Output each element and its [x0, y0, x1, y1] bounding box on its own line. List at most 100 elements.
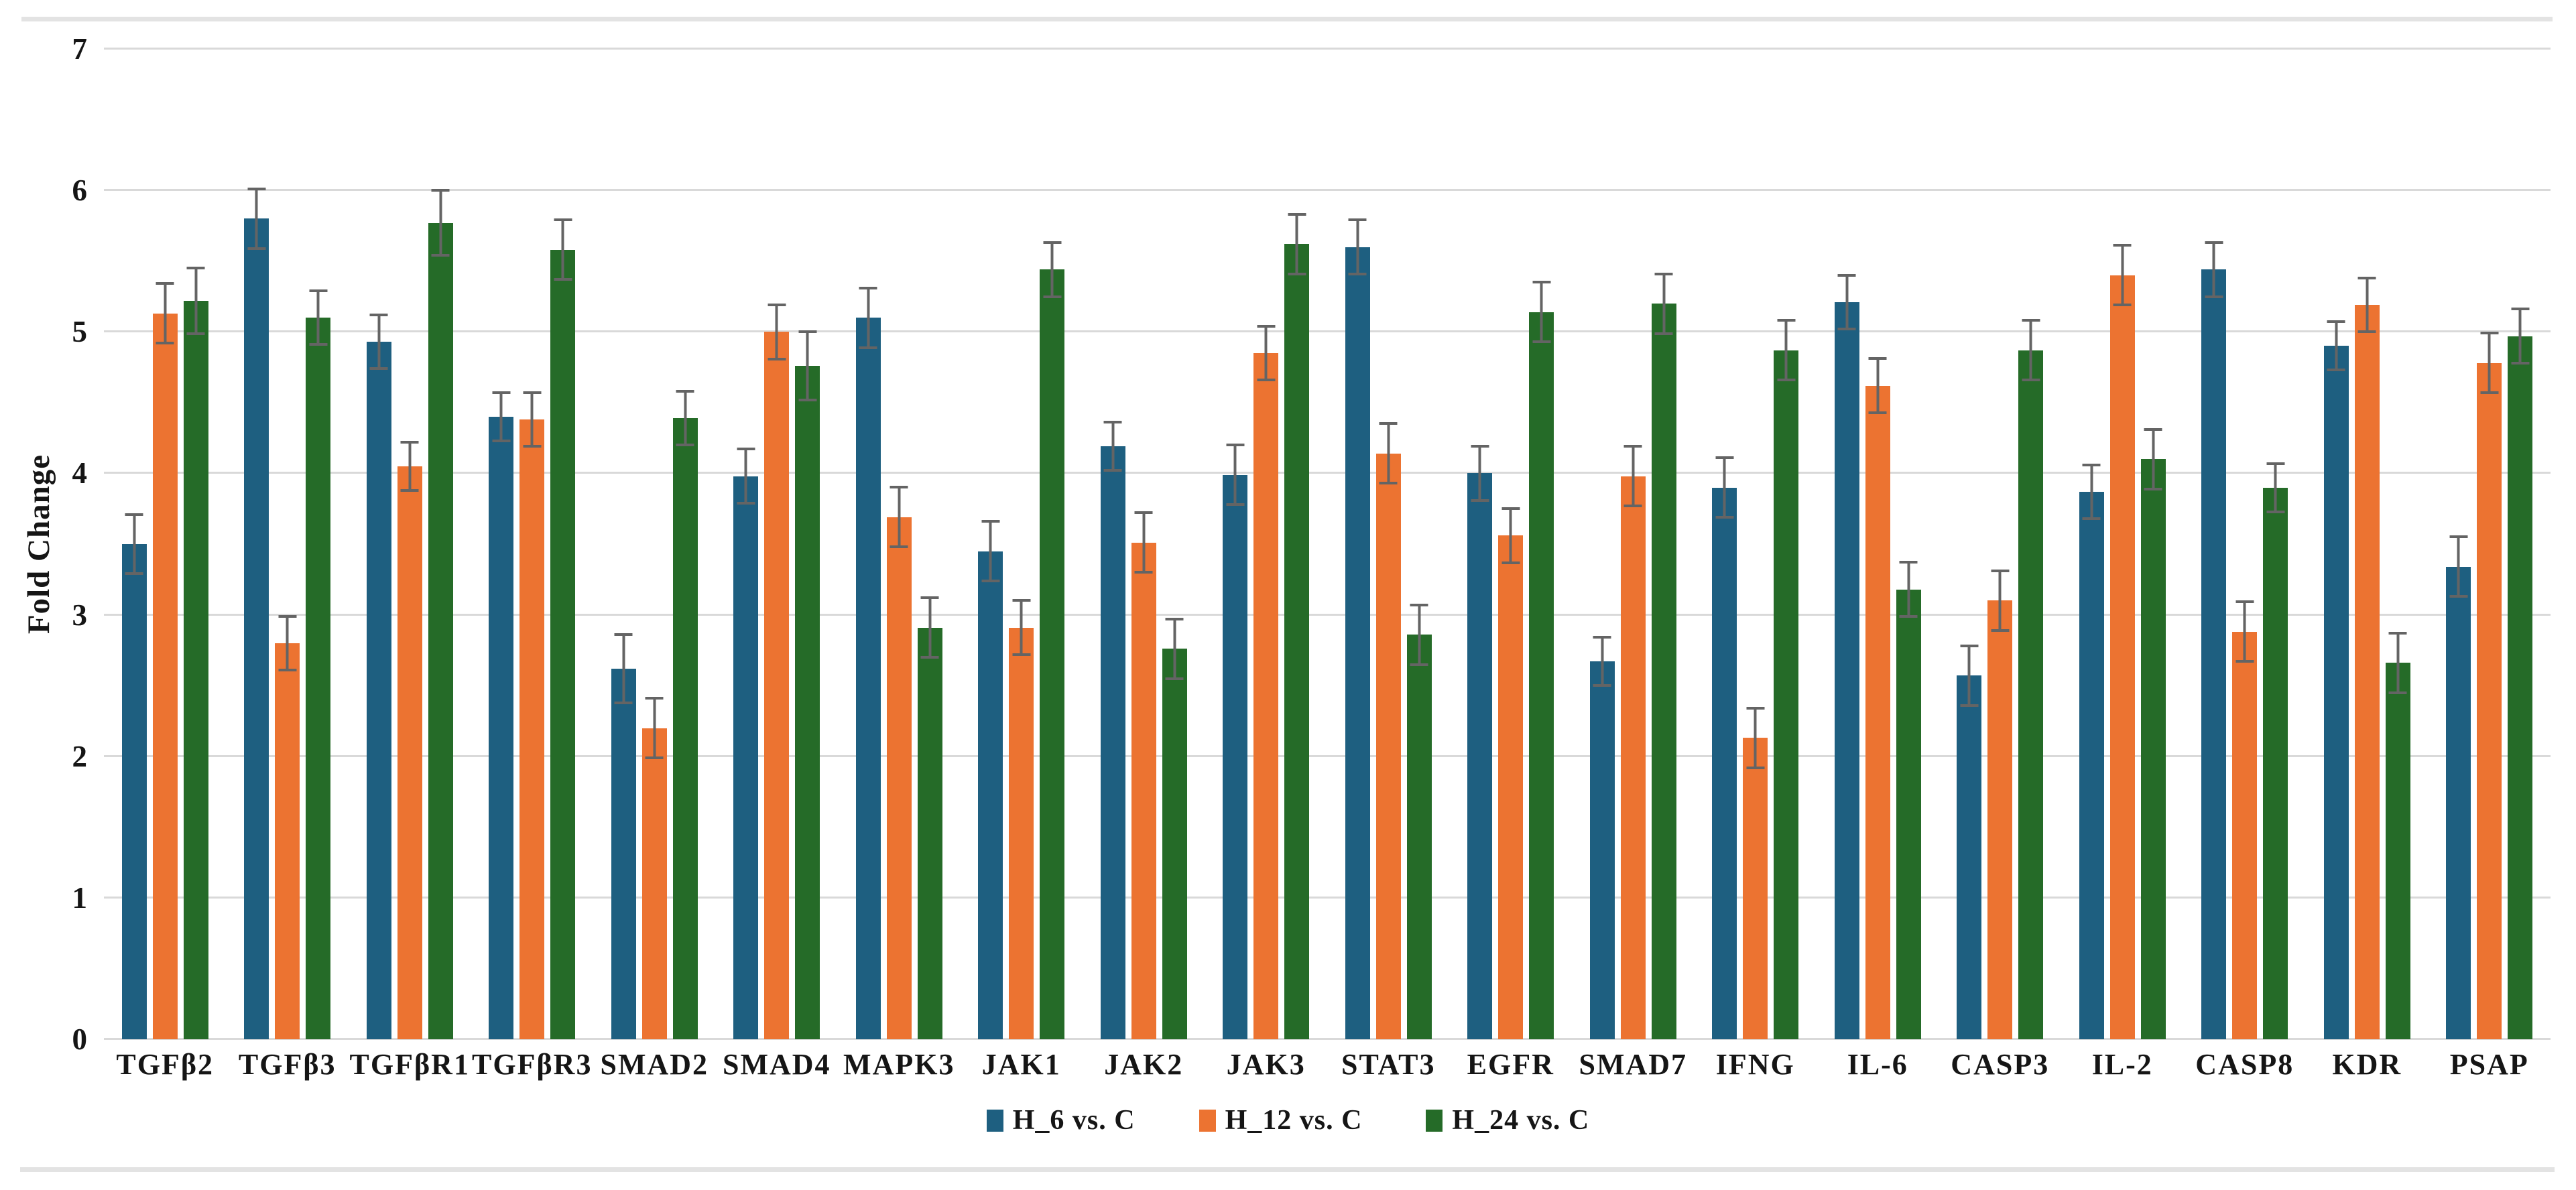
error-bar: [645, 697, 664, 759]
error-bar-part: [1356, 218, 1359, 275]
x-tick-label: MAPK3: [843, 1048, 955, 1081]
bar-group: [961, 49, 1083, 1039]
error-bar-part: [1777, 379, 1796, 382]
error-bar: [2449, 535, 2468, 598]
bar: [2109, 244, 2135, 1039]
error-bar-part: [1960, 704, 1979, 707]
x-tick-label: TGFβR1: [349, 1048, 470, 1081]
x-tick-label: JAK1: [981, 1048, 1061, 1081]
error-bar-part: [2205, 241, 2223, 245]
error-bar-part: [1134, 511, 1153, 515]
y-tick-label: 6: [72, 174, 88, 208]
error-bar-part: [247, 247, 266, 250]
bar: [978, 520, 1003, 1039]
x-tick-label: IL-2: [2091, 1048, 2153, 1081]
error-bar-part: [890, 486, 908, 489]
error-bar-part: [1348, 272, 1367, 275]
error-bar-part: [1654, 272, 1673, 275]
bar: [1100, 421, 1125, 1039]
error-bar-part: [614, 633, 633, 637]
error-bar: [125, 513, 143, 576]
error-bar-part: [499, 391, 503, 442]
error-bar: [1868, 357, 1887, 414]
x-tick-label: IL-6: [1847, 1048, 1908, 1081]
error-bar-part: [1845, 273, 1849, 331]
bar-group: [1083, 49, 1205, 1039]
error-bar-part: [1899, 614, 1918, 618]
error-bar-part: [2090, 463, 2093, 521]
bar: [2323, 320, 2349, 1039]
bar-group: [2429, 49, 2551, 1039]
error-bar: [523, 391, 542, 448]
gridline: [104, 48, 2551, 50]
bar: [1957, 644, 1982, 1039]
error-bar-part: [1410, 603, 1428, 606]
plot-area: 0 1 2 3 4 5 6 7: [72, 32, 2551, 1056]
error-bar-part: [2449, 595, 2468, 598]
error-bar-part: [2518, 308, 2522, 365]
error-bar-part: [1020, 599, 1023, 656]
bar: [2508, 308, 2533, 1039]
bar-group: [2184, 49, 2307, 1039]
legend-item: H_24 vs. C: [1426, 1104, 1589, 1136]
error-bar-part: [920, 656, 939, 659]
bar: [2354, 276, 2380, 1039]
error-bar-part: [1348, 218, 1367, 222]
legend-swatch-icon: [986, 1109, 1003, 1132]
error-bar-part: [439, 189, 442, 257]
bar: [1040, 241, 1065, 1039]
error-bar: [920, 596, 939, 659]
error-bar: [1623, 445, 1642, 508]
error-bar-part: [867, 286, 870, 349]
error-bar-part: [125, 572, 143, 576]
error-bar-part: [2144, 427, 2162, 431]
error-bar: [1226, 444, 1245, 506]
error-bar-part: [1379, 482, 1398, 485]
bar-group: [838, 49, 961, 1039]
error-bar-part: [1868, 411, 1887, 414]
error-bar-part: [1540, 281, 1543, 344]
error-bar-part: [645, 697, 664, 700]
error-bar-part: [2082, 517, 2101, 521]
error-bar-part: [1654, 332, 1673, 335]
gridline: [104, 330, 2551, 333]
bar: [764, 304, 790, 1039]
bar-group: [349, 49, 471, 1039]
error-bar-part: [768, 304, 786, 307]
error-bar-part: [492, 439, 511, 442]
y-tick-label: 7: [72, 32, 88, 66]
bar: [611, 633, 636, 1039]
x-tick-label: SMAD7: [1579, 1048, 1688, 1081]
error-bar-part: [928, 596, 932, 659]
error-bar-part: [1478, 445, 1481, 502]
error-bar-part: [2457, 535, 2460, 598]
error-bar: [2022, 319, 2040, 382]
error-bar-part: [369, 367, 388, 371]
bar: [672, 389, 698, 1039]
bar: [550, 218, 576, 1039]
y-tick-label: 4: [72, 456, 88, 490]
error-bar-part: [1837, 328, 1856, 331]
legend-item: H_12 vs. C: [1199, 1104, 1363, 1136]
bar-group: [716, 49, 839, 1039]
bar-group: [1695, 49, 1817, 1039]
error-bar: [492, 391, 511, 442]
x-tick-label: TGFβ2: [116, 1048, 214, 1081]
error-bar-part: [2212, 241, 2215, 298]
error-bar-part: [1288, 272, 1306, 275]
error-bar-part: [645, 756, 664, 759]
bar: [1987, 570, 2013, 1039]
error-bar-part: [1288, 212, 1306, 216]
bar: [2477, 332, 2502, 1039]
error-bar-part: [1103, 421, 1122, 424]
error-bar-part: [1257, 324, 1276, 328]
x-tick-label: TGFβ3: [238, 1048, 336, 1081]
error-bar-part: [2480, 391, 2499, 395]
error-bar: [1777, 319, 1796, 382]
error-bar-part: [554, 218, 572, 222]
bar: [1834, 273, 1859, 1039]
bar-group: [1939, 49, 2062, 1039]
error-bar-part: [1257, 379, 1276, 382]
error-bar: [1899, 561, 1918, 618]
error-bar: [1471, 445, 1489, 502]
